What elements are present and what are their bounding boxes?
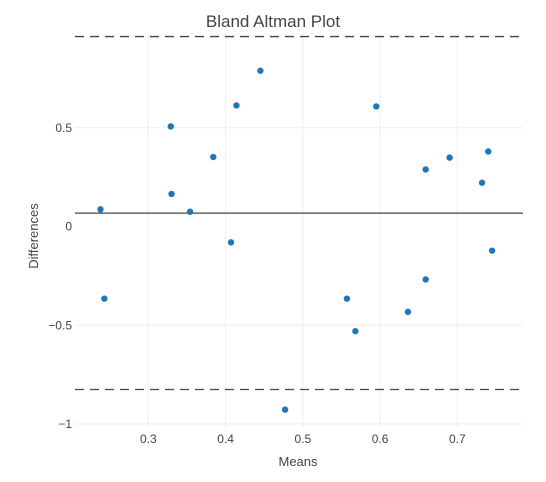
y-axis-title: Differences — [26, 203, 41, 269]
reference-lines — [75, 35, 523, 391]
x-axis-title: Means — [278, 454, 318, 469]
x-tick-label: 0.5 — [295, 432, 312, 446]
data-point — [478, 179, 486, 186]
data-point — [186, 208, 194, 215]
data-points — [97, 67, 496, 413]
y-tick-label: 0.5 — [55, 121, 72, 135]
data-point — [352, 328, 359, 335]
x-tick-label: 0.4 — [217, 432, 234, 446]
data-point — [233, 102, 240, 109]
data-point — [227, 239, 235, 246]
data-point — [343, 295, 351, 302]
chart-title: Bland Altman Plot — [206, 12, 340, 31]
y-tick-label: −1 — [58, 417, 72, 431]
data-point — [373, 103, 380, 110]
x-tick-label: 0.7 — [449, 432, 466, 446]
x-tick-label: 0.3 — [140, 432, 157, 446]
tick-labels: 0.3 0.4 0.5 0.6 0.7 −1 −0.5 0 0.5 — [48, 121, 466, 446]
data-point — [446, 154, 453, 161]
data-point — [168, 190, 175, 198]
x-tick-label: 0.6 — [372, 432, 389, 446]
data-point — [281, 406, 289, 413]
data-point — [210, 153, 217, 161]
data-point — [257, 67, 264, 74]
data-point — [101, 295, 108, 302]
grid — [75, 33, 523, 428]
y-tick-label: −0.5 — [48, 318, 72, 332]
data-point — [422, 166, 429, 173]
data-point — [97, 206, 104, 213]
data-point — [422, 276, 429, 283]
y-tick-label: 0 — [65, 220, 72, 234]
data-point — [167, 123, 174, 130]
data-point — [404, 308, 412, 316]
data-point — [488, 247, 496, 254]
data-point — [485, 148, 492, 155]
